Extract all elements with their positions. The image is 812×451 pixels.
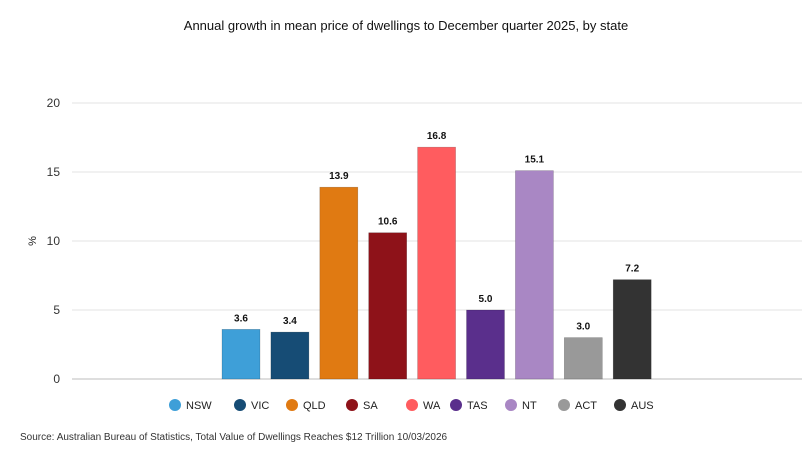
y-axis-label: %: [27, 236, 39, 246]
y-tick-label: 5: [53, 303, 60, 317]
y-tick-label: 10: [47, 234, 61, 248]
chart-title: Annual growth in mean price of dwellings…: [184, 18, 628, 33]
legend-label: NSW: [186, 400, 212, 412]
legend-item-nt: NT: [505, 399, 537, 412]
legend-label: QLD: [303, 400, 326, 412]
data-label-sa: 10.6: [378, 217, 398, 228]
bar-qld: [319, 186, 359, 380]
legend-label: NT: [522, 400, 537, 412]
data-label-act: 3.0: [576, 322, 590, 333]
legend-item-nsw: NSW: [169, 399, 212, 412]
legend-item-qld: QLD: [286, 399, 326, 412]
bar-tas: [466, 309, 505, 380]
data-label-nt: 15.1: [525, 155, 545, 166]
legend-item-vic: VIC: [234, 399, 269, 412]
data-label-nsw: 3.6: [234, 313, 248, 324]
y-axis-ticks: 0 5 10 15 20: [47, 96, 61, 386]
legend-label: SA: [363, 400, 378, 412]
bar-nsw: [221, 329, 261, 380]
legend-item-sa: SA: [346, 399, 378, 412]
bar-vic: [270, 331, 310, 380]
bar-nt: [515, 170, 554, 380]
data-label-vic: 3.4: [283, 316, 297, 327]
bar-wa: [417, 146, 456, 380]
legend-marker: [450, 399, 462, 411]
legend-marker: [505, 399, 517, 411]
legend-marker: [558, 399, 570, 411]
legend-marker: [286, 399, 298, 411]
legend-marker: [406, 399, 418, 411]
legend-marker: [346, 399, 358, 411]
source-note: Source: Australian Bureau of Statistics,…: [20, 432, 448, 443]
data-label-wa: 16.8: [427, 131, 447, 142]
legend-label: ACT: [575, 400, 597, 412]
y-tick-label: 0: [53, 372, 60, 386]
legend: NSW VIC QLD SA WA TAS NT ACT AUS: [169, 399, 654, 412]
legend-marker: [614, 399, 626, 411]
bar-sa: [368, 232, 408, 380]
legend-label: WA: [423, 400, 441, 412]
data-labels: 3.6 3.4 13.9 10.6 16.8 5.0 15.1 3.0 7.2: [234, 131, 640, 332]
legend-item-tas: TAS: [450, 399, 488, 412]
data-label-qld: 13.9: [329, 171, 349, 182]
legend-item-aus: AUS: [614, 399, 654, 412]
legend-item-act: ACT: [558, 399, 597, 412]
legend-label: AUS: [631, 400, 654, 412]
legend-label: TAS: [467, 400, 488, 412]
bar-act: [563, 337, 603, 380]
bar-aus: [612, 279, 652, 380]
legend-marker: [169, 399, 181, 411]
y-tick-label: 20: [47, 96, 61, 110]
legend-label: VIC: [251, 400, 269, 412]
bars: [221, 146, 652, 380]
legend-marker: [234, 399, 246, 411]
y-tick-label: 15: [47, 165, 61, 179]
data-label-aus: 7.2: [625, 264, 639, 275]
data-label-tas: 5.0: [479, 294, 493, 305]
legend-item-wa: WA: [406, 399, 441, 412]
